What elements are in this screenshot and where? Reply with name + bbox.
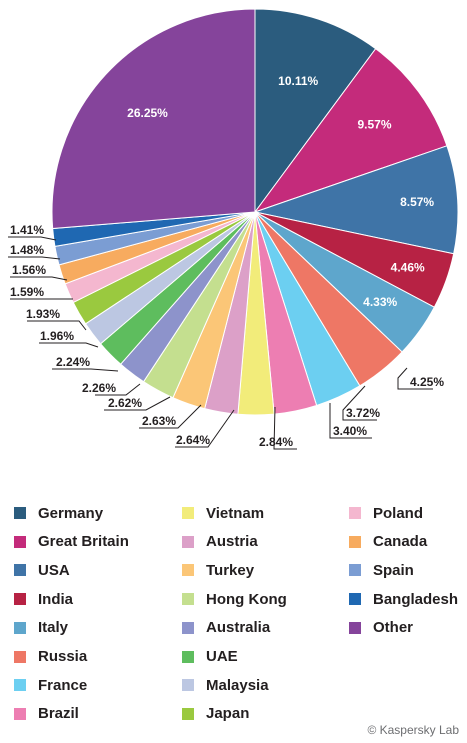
leader-line xyxy=(95,383,141,396)
data-label: 1.96% xyxy=(40,329,74,343)
leader-line xyxy=(104,396,171,411)
data-label: 1.41% xyxy=(10,223,44,237)
leader-line xyxy=(10,276,68,281)
pie-slice-other xyxy=(51,8,256,230)
data-label: 4.33% xyxy=(363,295,397,309)
pie-slice-germany xyxy=(254,8,377,214)
pie-slice-usa xyxy=(253,145,459,255)
leader-line xyxy=(8,236,57,241)
data-label: 1.59% xyxy=(10,285,44,299)
leader-line xyxy=(175,409,235,448)
data-label: 4.46% xyxy=(391,260,425,274)
data-label: 2.24% xyxy=(56,355,90,369)
data-label: 1.48% xyxy=(10,243,44,257)
data-label: 2.62% xyxy=(108,396,142,410)
leader-line xyxy=(27,320,87,331)
leader-line xyxy=(342,385,377,421)
data-label: 2.63% xyxy=(142,414,176,428)
leader-line xyxy=(273,406,297,450)
leader-line xyxy=(8,256,61,260)
data-label: 9.57% xyxy=(357,117,391,131)
leader-line xyxy=(397,367,433,390)
leader-line xyxy=(39,342,99,348)
data-label: 2.84% xyxy=(259,435,293,449)
leader-line xyxy=(52,368,119,372)
leader-line xyxy=(329,403,372,439)
data-label: 1.56% xyxy=(12,263,46,277)
data-label: 4.25% xyxy=(410,375,444,389)
data-label: 10.11% xyxy=(278,74,318,88)
data-label: 3.40% xyxy=(333,424,367,438)
data-label: 3.72% xyxy=(346,406,380,420)
pie-slice-great-britain xyxy=(253,48,448,213)
copyright-credit: © Kaspersky Lab xyxy=(367,723,459,737)
data-label: 2.64% xyxy=(176,433,210,447)
leader-line xyxy=(139,404,202,429)
data-label: 1.93% xyxy=(26,307,60,321)
data-label: 26.25% xyxy=(127,106,168,120)
data-label: 8.57% xyxy=(400,195,434,209)
data-label: 2.26% xyxy=(82,381,116,395)
